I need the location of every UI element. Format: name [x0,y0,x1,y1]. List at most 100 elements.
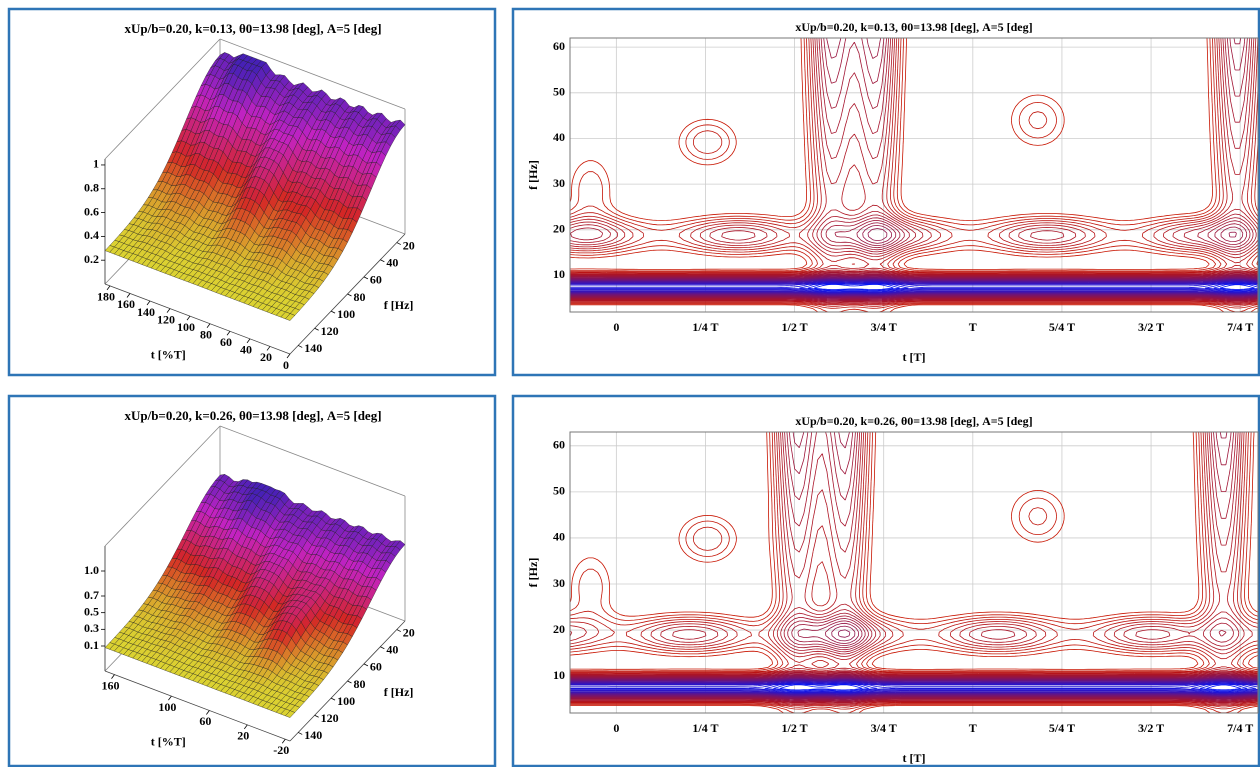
chart-title: xUp/b=0.20, k=0.26, θ0=13.98 [deg], A=5 … [124,408,381,423]
panel: xUp/b=0.20, k=0.13, θ0=13.98 [deg], A=5 … [526,20,1259,364]
x-axis-label: t [T] [903,751,926,765]
contour-line [570,38,1258,305]
contour-line [570,38,1258,312]
x-tick-label: 60 [220,335,232,349]
contour-line [570,432,1258,706]
box-edge [219,38,406,110]
x-axis-label: t [%T] [151,347,186,361]
z-tick-label: 0.4 [84,228,99,242]
x-tick-label: -20 [273,743,289,757]
y-tick-label: 50 [553,85,565,99]
y-tick-label: 140 [304,341,322,355]
y-tick-label: 100 [337,694,355,708]
y-tick-label: 140 [304,728,322,742]
x-tick [266,346,271,351]
contour-line [570,432,1258,703]
x-tick-label: 20 [260,350,272,364]
contour-layer [570,432,1258,713]
x-tick-label: 60 [199,714,211,728]
x-tick [186,315,191,321]
chart-title: xUp/b=0.20, k=0.13, θ0=13.98 [deg], A=5 … [124,21,381,36]
y-tick-label: 40 [386,642,398,656]
x-tick-label: 0 [613,721,619,735]
contour-line [570,432,1258,708]
y-tick [347,293,352,297]
x-tick [146,300,151,306]
y-tick-label: 20 [553,222,565,236]
y-tick-label: 40 [386,255,398,269]
contour-line [570,38,1258,304]
y-tick-label: 40 [553,530,565,544]
panel: xUp/b=0.20, k=0.13, θ0=13.98 [deg], A=5 … [84,21,415,372]
chart-title: xUp/b=0.20, k=0.26, θ0=13.98 [deg], A=5 … [795,414,1032,428]
contour-line [570,432,1258,713]
contour-line [570,683,1258,693]
contour-line [570,682,1258,694]
y-tick [314,327,319,331]
contour-line [773,684,1248,691]
z-tick-label: 0.7 [84,588,99,602]
contour-line [570,38,1258,312]
y-tick [347,680,352,684]
x-tick-label: 1/2 T [782,721,808,735]
contour-line [570,38,1258,307]
y-tick-label: 120 [321,711,339,725]
x-tick [286,353,291,359]
plot-area [569,37,1259,313]
y-tick [330,697,336,701]
x-tick-label: 40 [240,343,252,357]
x-tick-label: 0 [613,320,619,334]
y-tick-label: 80 [354,290,366,304]
contour-line [570,432,1258,706]
y-tick-label: 30 [553,176,565,190]
z-tick-label: 0.3 [84,621,99,635]
y-tick-label: 60 [370,273,382,287]
y-tick-label: 20 [553,622,565,636]
x-tick-label: 120 [157,312,175,326]
contour-line [570,682,1258,693]
panel: xUp/b=0.20, k=0.26, θ0=13.98 [deg], A=5 … [526,414,1259,765]
contours [570,38,1258,312]
axis-line [104,670,291,742]
y-axis-label: f [Hz] [384,298,414,312]
contour-line [779,684,1241,691]
box-edge [219,425,406,497]
x-tick-label: 180 [97,290,115,304]
contour-line [570,38,1258,302]
y-tick-label: 50 [553,484,565,498]
y-axis-label: f [Hz] [384,685,414,699]
plot-frame [569,37,1259,313]
x-axis-label: t [%T] [151,734,186,748]
contour-line [570,38,1258,309]
y-tick-label: 10 [553,668,565,682]
y-tick-label: 40 [553,130,565,144]
contour-line [807,283,1258,291]
y-tick [314,714,319,718]
y-tick [396,242,401,245]
contour-line [570,38,1258,306]
x-tick [206,710,210,715]
x-tick-label: 160 [101,678,119,692]
z-tick-label: 0.6 [84,204,99,218]
x-tick [166,308,171,313]
contour-line [570,432,1258,713]
x-tick-label: 3/4 T [871,721,897,735]
y-tick [396,629,401,632]
contour-line [570,282,1258,293]
x-tick-label: 5/4 T [1049,320,1075,334]
x-tick [243,724,248,730]
contour-layer [570,38,1258,312]
x-tick [106,285,111,291]
contour-line [570,681,1258,694]
y-tick-label: 60 [553,39,565,53]
y-tick-label: 80 [354,677,366,691]
y-tick-label: 120 [321,324,339,338]
x-tick-label: 1/2 T [782,320,808,334]
x-tick [126,293,131,298]
panel: xUp/b=0.20, k=0.26, θ0=13.98 [deg], A=5 … [84,408,415,757]
y-tick [330,310,336,314]
y-axis-label: f [Hz] [526,558,540,588]
contour-line [570,281,1258,293]
z-tick-label: 1 [93,157,99,171]
z-tick-label: 1.0 [84,563,99,577]
